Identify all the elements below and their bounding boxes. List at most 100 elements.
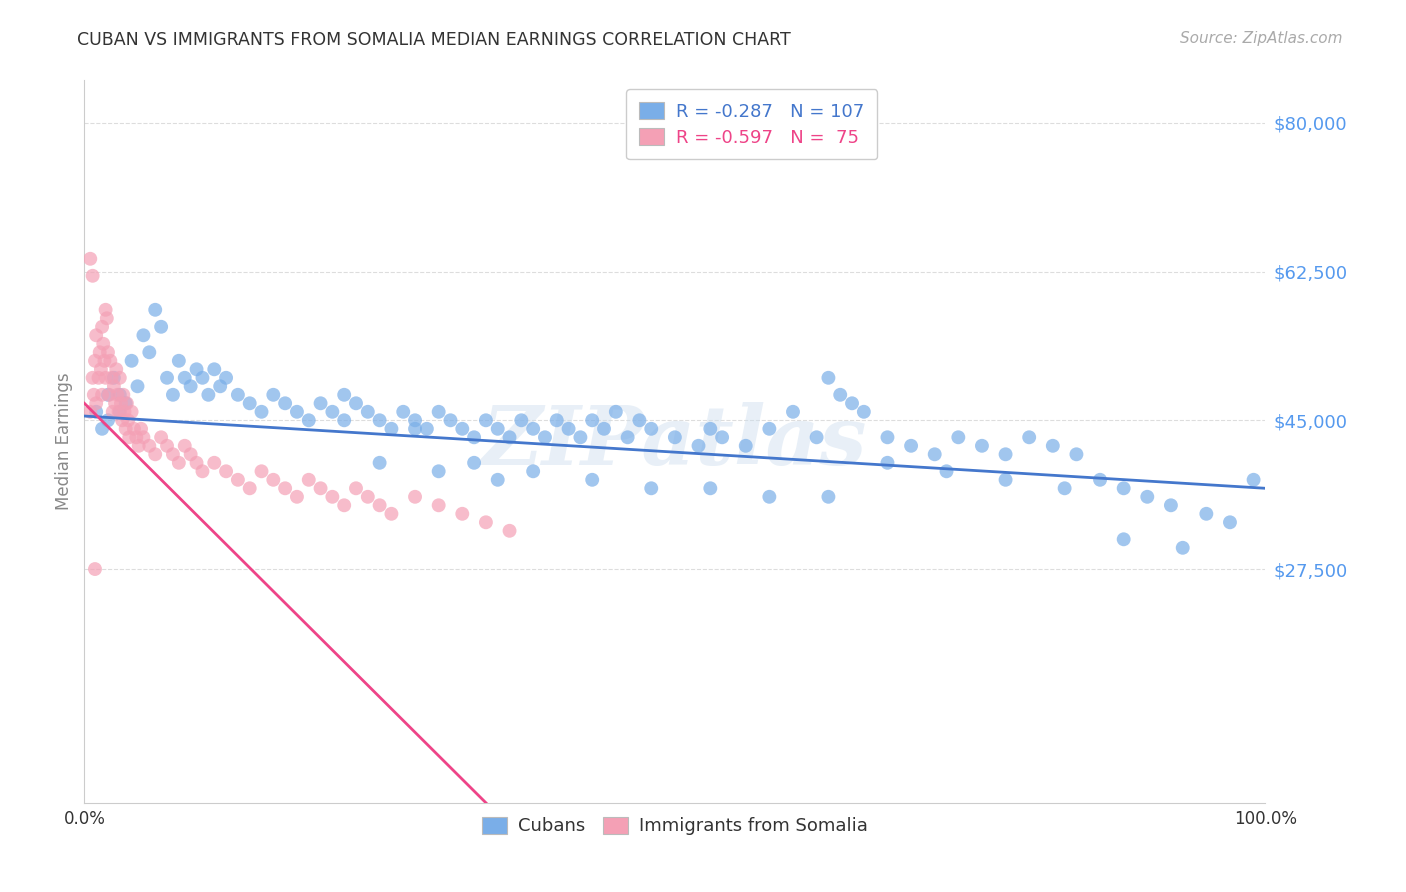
Point xyxy=(90,362,112,376)
Point xyxy=(285,405,308,419)
Point xyxy=(581,413,603,427)
Point xyxy=(1112,481,1135,495)
Point xyxy=(107,405,129,419)
Point xyxy=(150,430,173,444)
Point xyxy=(114,396,136,410)
Point xyxy=(138,345,160,359)
Point xyxy=(451,422,474,436)
Point xyxy=(640,481,662,495)
Point xyxy=(994,473,1017,487)
Point xyxy=(173,439,195,453)
Point xyxy=(98,353,121,368)
Point xyxy=(688,439,710,453)
Point xyxy=(427,464,450,478)
Point xyxy=(82,371,104,385)
Point xyxy=(557,422,579,436)
Point xyxy=(167,353,190,368)
Point xyxy=(486,473,509,487)
Point xyxy=(114,422,136,436)
Point xyxy=(1219,516,1241,530)
Point xyxy=(125,430,148,444)
Point xyxy=(970,439,993,453)
Point xyxy=(167,456,190,470)
Point xyxy=(486,422,509,436)
Point xyxy=(298,473,321,487)
Point xyxy=(380,422,402,436)
Point xyxy=(108,371,131,385)
Point xyxy=(1112,533,1135,547)
Point xyxy=(298,413,321,427)
Point xyxy=(215,464,238,478)
Point xyxy=(97,345,120,359)
Point xyxy=(105,362,128,376)
Point xyxy=(392,405,415,419)
Point xyxy=(84,353,107,368)
Point xyxy=(121,405,143,419)
Point xyxy=(699,422,721,436)
Point xyxy=(1018,430,1040,444)
Point xyxy=(1088,473,1111,487)
Point xyxy=(156,439,179,453)
Point xyxy=(143,302,166,317)
Point xyxy=(333,413,356,427)
Point xyxy=(605,405,627,419)
Point xyxy=(427,405,450,419)
Point xyxy=(734,439,756,453)
Point xyxy=(91,388,114,402)
Point xyxy=(94,302,117,317)
Point xyxy=(404,413,426,427)
Point xyxy=(112,388,135,402)
Point xyxy=(321,405,343,419)
Point xyxy=(924,447,946,461)
Point xyxy=(89,345,111,359)
Point xyxy=(852,405,875,419)
Point xyxy=(186,362,208,376)
Point xyxy=(127,379,149,393)
Point xyxy=(344,396,367,410)
Point xyxy=(122,422,145,436)
Text: Source: ZipAtlas.com: Source: ZipAtlas.com xyxy=(1180,31,1343,46)
Point xyxy=(262,388,284,402)
Text: CUBAN VS IMMIGRANTS FROM SOMALIA MEDIAN EARNINGS CORRELATION CHART: CUBAN VS IMMIGRANTS FROM SOMALIA MEDIAN … xyxy=(77,31,792,49)
Point xyxy=(935,464,957,478)
Point xyxy=(664,430,686,444)
Point xyxy=(100,371,122,385)
Point xyxy=(368,498,391,512)
Point xyxy=(132,430,155,444)
Point xyxy=(900,439,922,453)
Point xyxy=(79,252,101,266)
Point xyxy=(309,396,332,410)
Point xyxy=(416,422,439,436)
Point xyxy=(132,328,155,343)
Point xyxy=(876,456,898,470)
Point xyxy=(91,319,114,334)
Point xyxy=(711,430,734,444)
Point xyxy=(285,490,308,504)
Point xyxy=(1066,447,1088,461)
Point xyxy=(202,456,225,470)
Point xyxy=(173,371,195,385)
Point xyxy=(841,396,863,410)
Point xyxy=(215,371,238,385)
Point xyxy=(333,388,356,402)
Point xyxy=(226,388,249,402)
Point xyxy=(806,430,828,444)
Point xyxy=(79,405,101,419)
Point xyxy=(333,498,356,512)
Point xyxy=(82,268,104,283)
Point xyxy=(114,405,136,419)
Point xyxy=(1195,507,1218,521)
Point xyxy=(1053,481,1076,495)
Point xyxy=(309,481,332,495)
Point xyxy=(510,413,533,427)
Point xyxy=(91,336,114,351)
Point xyxy=(404,490,426,504)
Point xyxy=(103,371,125,385)
Point xyxy=(1042,439,1064,453)
Point xyxy=(475,413,498,427)
Point xyxy=(239,396,262,410)
Point xyxy=(162,388,184,402)
Point xyxy=(250,464,273,478)
Point xyxy=(368,456,391,470)
Point xyxy=(156,371,179,385)
